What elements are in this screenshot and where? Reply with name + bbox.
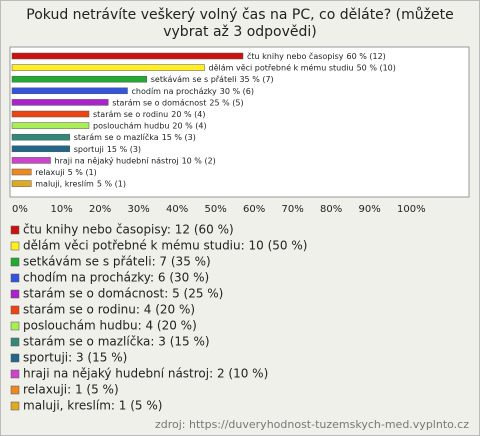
bar-label: sportuji 15 % (3): [74, 144, 141, 153]
value-label: 5 % (1): [97, 179, 126, 188]
legend-swatch: [10, 225, 20, 235]
legend-swatch: [10, 305, 20, 315]
value-label: 25 % (5): [209, 98, 243, 107]
legend-swatch: [10, 401, 20, 411]
legend-label: sportuji: 3 (15 %): [23, 351, 127, 365]
bar: [11, 145, 70, 153]
bar: [11, 168, 32, 176]
bar: [11, 52, 244, 60]
legend-swatch: [10, 337, 20, 347]
legend-label: starám se o domácnost: 5 (25 %): [23, 287, 223, 301]
category-label: poslouchám hudbu: [93, 121, 169, 130]
bar-label: chodím na procházky 30 % (6): [132, 86, 254, 95]
x-tick-label: 10%: [51, 204, 73, 215]
bar-label: relaxuji 5 % (1): [35, 168, 97, 177]
value-label: 20 % (4): [172, 121, 206, 130]
value-label: 30 % (6): [220, 86, 254, 95]
bar-label: starám se o domácnost 25 % (5): [112, 98, 243, 107]
x-tick-label: 0%: [12, 204, 28, 215]
legend-swatch: [10, 369, 20, 379]
legend-label: čtu knihy nebo časopisy: 12 (60 %): [23, 223, 234, 237]
bar-label: poslouchám hudbu 20 % (4): [93, 121, 207, 130]
plot-area: [9, 46, 470, 198]
legend-swatch: [10, 321, 20, 331]
value-label: 15 % (3): [162, 133, 196, 142]
legend-swatch: [10, 385, 20, 395]
legend-swatch: [10, 257, 20, 267]
legend-label: setkávám se s přáteli: 7 (35 %): [23, 255, 211, 269]
category-label: chodím na procházky: [132, 86, 218, 95]
legend-label: starám se o mazlíčka: 3 (15 %): [23, 335, 210, 349]
bar-label: maluji, kreslím 5 % (1): [35, 179, 126, 188]
category-label: relaxuji: [35, 168, 64, 177]
category-label: starám se o domácnost: [112, 98, 206, 107]
value-label: 15 % (3): [107, 144, 141, 153]
bar-label: setkávám se s přáteli 35 % (7): [151, 75, 274, 84]
category-label: setkávám se s přáteli: [151, 75, 237, 84]
value-label: 50 % (10): [357, 63, 396, 72]
source: zdroj: https://duveryhodnost-tuzemskych-…: [155, 418, 469, 431]
legend-label: maluji, kreslím: 1 (5 %): [23, 399, 162, 413]
legend-swatch: [10, 289, 20, 299]
x-tick-label: 80%: [320, 204, 342, 215]
x-tick-label: 20%: [89, 204, 111, 215]
category-label: starám se o rodinu: [93, 110, 168, 119]
value-label: 20 % (4): [171, 110, 205, 119]
category-label: sportuji: [74, 144, 104, 153]
value-label: 10 % (2): [182, 156, 216, 165]
category-label: maluji, kreslím: [35, 179, 94, 188]
bar: [11, 122, 90, 129]
bar: [11, 64, 205, 71]
value-label: 60 % (12): [347, 52, 386, 61]
legend-label: starám se o rodinu: 4 (20 %): [23, 303, 195, 317]
legend-label: hraji na nějaký hudební nástroj: 2 (10 %…: [23, 367, 268, 381]
bar: [11, 99, 109, 106]
x-tick-label: 60%: [243, 204, 265, 215]
bar-label: starám se o rodinu 20 % (4): [93, 110, 205, 119]
chart-title: Pokud netrávíte veškerý volný čas na PC,…: [26, 7, 454, 40]
bar: [11, 87, 128, 95]
legend-swatch: [10, 353, 20, 363]
bar: [11, 180, 32, 187]
legend-label: dělám věci potřebné k mému studiu: 10 (5…: [23, 239, 307, 253]
legend-label: chodím na procházky: 6 (30 %): [23, 271, 209, 285]
bar-label: dělám věci potřebné k mému studiu 50 % (1…: [209, 62, 396, 72]
legend-label: relaxuji: 1 (5 %): [23, 383, 119, 397]
legend-swatch: [10, 273, 20, 283]
x-tick-label: 100%: [397, 204, 426, 215]
bar: [11, 133, 70, 141]
bar-label: starám se o mazlíčka 15 % (3): [74, 132, 196, 142]
category-label: čtu knihy nebo časopisy: [247, 51, 344, 61]
category-label: starám se o mazlíčka: [74, 132, 159, 142]
x-tick-label: 50%: [205, 204, 227, 215]
bar-label: čtu knihy nebo časopisy 60 % (12): [247, 51, 386, 61]
value-label: 5 % (1): [68, 168, 97, 177]
value-label: 35 % (7): [239, 75, 273, 84]
legend-label: poslouchám hudbu: 4 (20 %): [23, 319, 197, 333]
x-tick-label: 30%: [128, 204, 150, 215]
bar: [11, 110, 90, 118]
bar: [11, 157, 51, 164]
x-tick-label: 40%: [166, 204, 188, 215]
x-tick-label: 70%: [282, 204, 304, 215]
x-tick-label: 90%: [359, 204, 381, 215]
bar: [11, 75, 147, 83]
category-label: dělám věci potřebné k mému studiu: [209, 62, 354, 72]
category-label: hraji na nějaký hudební nástroj: [55, 156, 179, 165]
bar-label: hraji na nějaký hudební nástroj 10 % (2): [55, 156, 216, 165]
legend-swatch: [10, 241, 20, 251]
